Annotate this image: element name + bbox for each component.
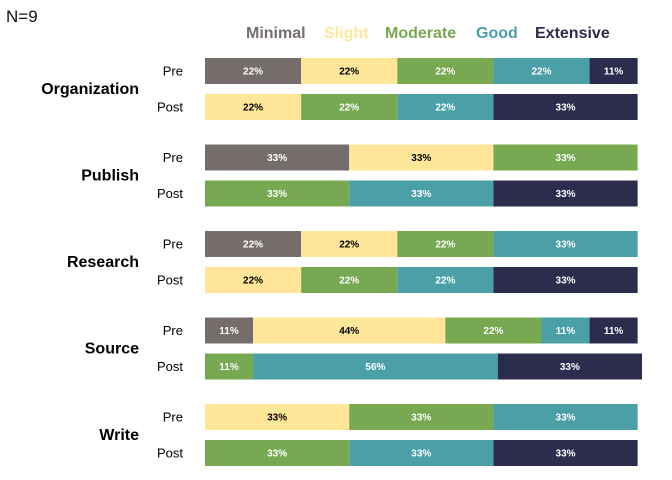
phase-label-source-post: Post [157,359,183,374]
bar-label-write-pre-moderate: 33% [411,413,431,424]
bar-label-publish-pre-minimal: 33% [267,153,287,164]
legend-item-good: Good [476,25,518,42]
bar-label-write-pre-slight: 33% [267,413,287,424]
bar-source-post-extensive [497,353,642,380]
bar-research-post-extensive [493,267,638,293]
bar-publish-post-moderate [205,180,350,207]
phase-label-research-post: Post [157,272,183,287]
bar-label-organization-pre-moderate: 22% [435,67,455,78]
phase-label-publish-pre: Pre [163,150,183,165]
bar-label-source-pre-good: 11% [556,326,576,337]
bar-research-pre-good [493,231,638,257]
bar-label-organization-pre-extensive: 11% [604,67,624,78]
bar-organization-post-slight [205,94,302,120]
bar-label-publish-post-moderate: 33% [267,189,287,200]
bar-label-write-post-extensive: 33% [556,449,576,460]
bar-label-source-pre-moderate: 22% [483,326,503,337]
bar-label-research-post-good: 22% [435,276,455,287]
phase-label-write-post: Post [157,445,183,460]
bar-write-pre-good [493,404,638,430]
category-label-write: Write [99,427,139,444]
category-label-source: Source [85,341,139,358]
bar-label-source-post-extensive: 33% [560,362,580,373]
bar-source-post-moderate [205,353,254,380]
bar-publish-post-good [349,180,494,207]
bar-label-source-post-good: 56% [365,362,385,373]
bar-source-pre-extensive [589,317,638,344]
bar-research-post-good [397,267,494,293]
bar-write-pre-slight [205,404,350,430]
bar-source-pre-minimal [205,317,254,344]
phase-label-write-pre: Pre [163,409,183,424]
bar-research-post-slight [205,267,302,293]
bar-source-post-good [253,353,498,380]
bar-label-publish-pre-moderate: 33% [556,153,576,164]
bar-write-post-good [349,440,494,466]
bar-publish-post-extensive [493,180,638,207]
bar-label-research-post-extensive: 33% [556,276,576,287]
bar-label-organization-post-good: 22% [435,103,455,114]
bar-organization-pre-moderate [397,58,494,84]
bar-research-pre-moderate [397,231,494,257]
bar-label-organization-post-slight: 22% [243,103,263,114]
chart-legend: Minimal Slight Moderate Good Extensive [0,25,672,47]
bar-source-pre-good [541,317,590,344]
bar-write-post-extensive [493,440,638,466]
bar-organization-post-extensive [493,94,638,120]
legend-item-moderate: Moderate [385,25,457,42]
bar-source-pre-moderate [445,317,542,344]
bar-write-pre-moderate [349,404,494,430]
bar-research-pre-minimal [205,231,302,257]
bar-publish-pre-moderate [493,144,638,171]
bar-label-organization-pre-minimal: 22% [243,67,263,78]
bar-label-source-pre-minimal: 11% [219,326,239,337]
bar-organization-pre-good [493,58,590,84]
bar-publish-pre-slight [349,144,494,171]
bar-research-post-moderate [301,267,398,293]
bar-label-organization-pre-slight: 22% [339,67,359,78]
bar-label-research-pre-good: 33% [556,240,576,251]
bar-label-write-post-moderate: 33% [267,449,287,460]
bar-publish-pre-minimal [205,144,350,171]
sample-size-label: N=9 [6,7,38,26]
bar-label-organization-post-extensive: 33% [556,103,576,114]
bar-organization-pre-minimal [205,58,302,84]
bar-source-pre-slight [253,317,446,344]
bar-label-write-post-good: 33% [411,449,431,460]
category-label-research: Research [67,254,139,271]
bar-organization-pre-slight [301,58,398,84]
bar-label-research-pre-minimal: 22% [243,240,263,251]
bar-label-research-pre-moderate: 22% [435,240,455,251]
category-label-organization: Organization [41,81,139,98]
bar-organization-pre-extensive [589,58,638,84]
bar-label-source-pre-slight: 44% [339,326,359,337]
phase-label-research-pre: Pre [163,236,183,251]
bar-organization-post-moderate [301,94,398,120]
legend-item-slight: Slight [324,25,369,42]
bar-label-write-pre-good: 33% [556,413,576,424]
bar-label-organization-post-moderate: 22% [339,103,359,114]
bar-label-publish-post-extensive: 33% [556,189,576,200]
bar-label-publish-post-good: 33% [411,189,431,200]
phase-label-organization-pre: Pre [163,63,183,78]
bar-organization-post-good [397,94,494,120]
legend-item-extensive: Extensive [535,25,610,42]
legend-item-minimal: Minimal [246,25,306,42]
phase-label-source-pre: Pre [163,323,183,338]
bar-write-post-moderate [205,440,350,466]
bar-label-source-post-moderate: 11% [219,362,239,373]
bar-label-publish-pre-slight: 33% [411,153,431,164]
phase-label-publish-post: Post [157,186,183,201]
bar-label-organization-pre-good: 22% [531,67,551,78]
bar-label-research-pre-slight: 22% [339,240,359,251]
phase-label-organization-post: Post [157,99,183,114]
bar-label-research-post-slight: 22% [243,276,263,287]
bar-label-research-post-moderate: 22% [339,276,359,287]
bar-research-pre-slight [301,231,398,257]
bar-label-source-pre-extensive: 11% [604,326,624,337]
category-label-publish: Publish [81,168,139,185]
